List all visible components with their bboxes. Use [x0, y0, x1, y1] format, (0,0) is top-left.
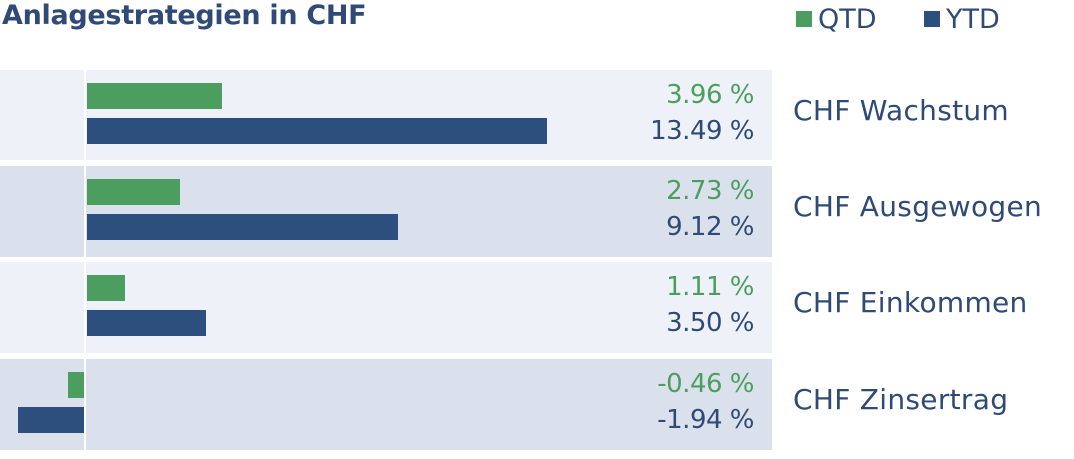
bar-ytd — [17, 407, 84, 433]
data-label-ytd: 13.49 % — [650, 116, 754, 146]
data-label-qtd: 3.96 % — [666, 80, 754, 110]
bar-qtd — [68, 372, 84, 398]
zero-axis-line — [84, 68, 86, 456]
bar-ytd — [87, 310, 207, 336]
bar-qtd — [87, 275, 125, 301]
data-label-qtd: 2.73 % — [666, 176, 754, 206]
chart-title: Anlagestrategien in CHF — [2, 0, 367, 31]
data-label-qtd: -0.46 % — [657, 369, 754, 399]
data-label-ytd: 3.50 % — [666, 308, 754, 338]
legend-swatch-ytd — [924, 11, 940, 27]
bar-qtd — [87, 83, 223, 109]
legend-swatch-qtd — [796, 11, 812, 27]
legend-item-qtd: QTD — [796, 2, 877, 36]
data-label-ytd: -1.94 % — [657, 405, 754, 435]
row-background — [0, 262, 772, 353]
category-label: CHF Einkommen — [793, 286, 1028, 319]
category-label: CHF Zinsertrag — [793, 383, 1009, 416]
bar-qtd — [87, 179, 181, 205]
data-label-ytd: 9.12 % — [666, 212, 754, 242]
data-label-qtd: 1.11 % — [666, 272, 754, 302]
row-background — [0, 359, 772, 450]
category-label: CHF Ausgewogen — [793, 190, 1043, 223]
legend-label-qtd: QTD — [818, 3, 877, 35]
bar-ytd — [87, 214, 398, 240]
bar-ytd — [87, 118, 547, 144]
legend-item-ytd: YTD — [924, 2, 1000, 36]
category-label: CHF Wachstum — [793, 94, 1009, 127]
legend-label-ytd: YTD — [946, 3, 1000, 35]
